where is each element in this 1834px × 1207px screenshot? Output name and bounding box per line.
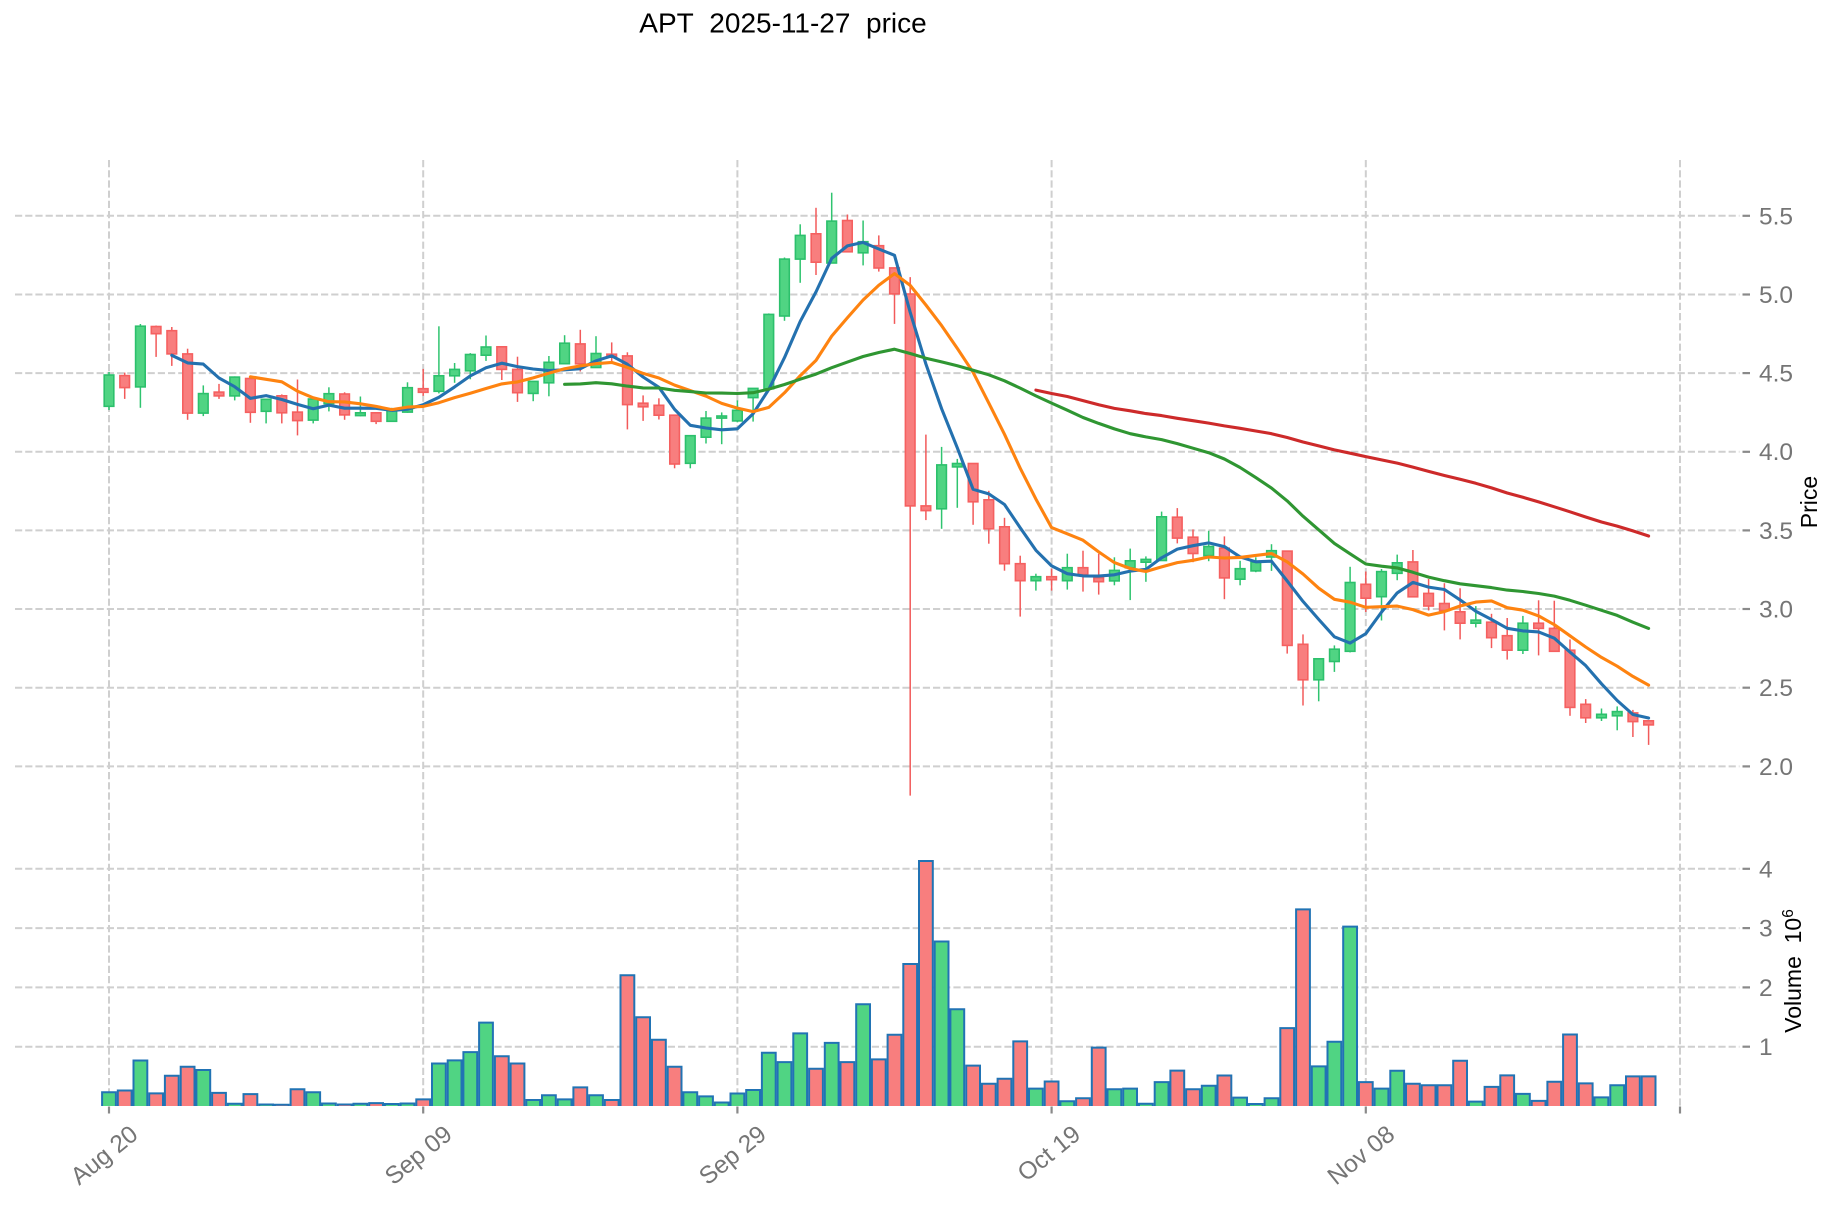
svg-text:5.0: 5.0	[1759, 282, 1793, 309]
svg-text:2.5: 2.5	[1759, 675, 1793, 702]
svg-text:4: 4	[1759, 856, 1773, 883]
svg-text:3.0: 3.0	[1759, 597, 1793, 624]
svg-text:3: 3	[1759, 916, 1773, 943]
svg-text:APT 2025-11-27 price: APT 2025-11-27 price	[639, 8, 926, 39]
svg-text:4.5: 4.5	[1759, 361, 1793, 388]
svg-text:1: 1	[1759, 1034, 1773, 1061]
svg-text:Volume 106: Volume 106	[1780, 909, 1806, 1033]
svg-text:2.0: 2.0	[1759, 754, 1793, 781]
svg-text:2: 2	[1759, 975, 1773, 1002]
svg-text:5.5: 5.5	[1759, 203, 1793, 230]
svg-text:3.5: 3.5	[1759, 518, 1793, 545]
svg-text:Price: Price	[1796, 476, 1822, 528]
svg-text:4.0: 4.0	[1759, 439, 1793, 466]
